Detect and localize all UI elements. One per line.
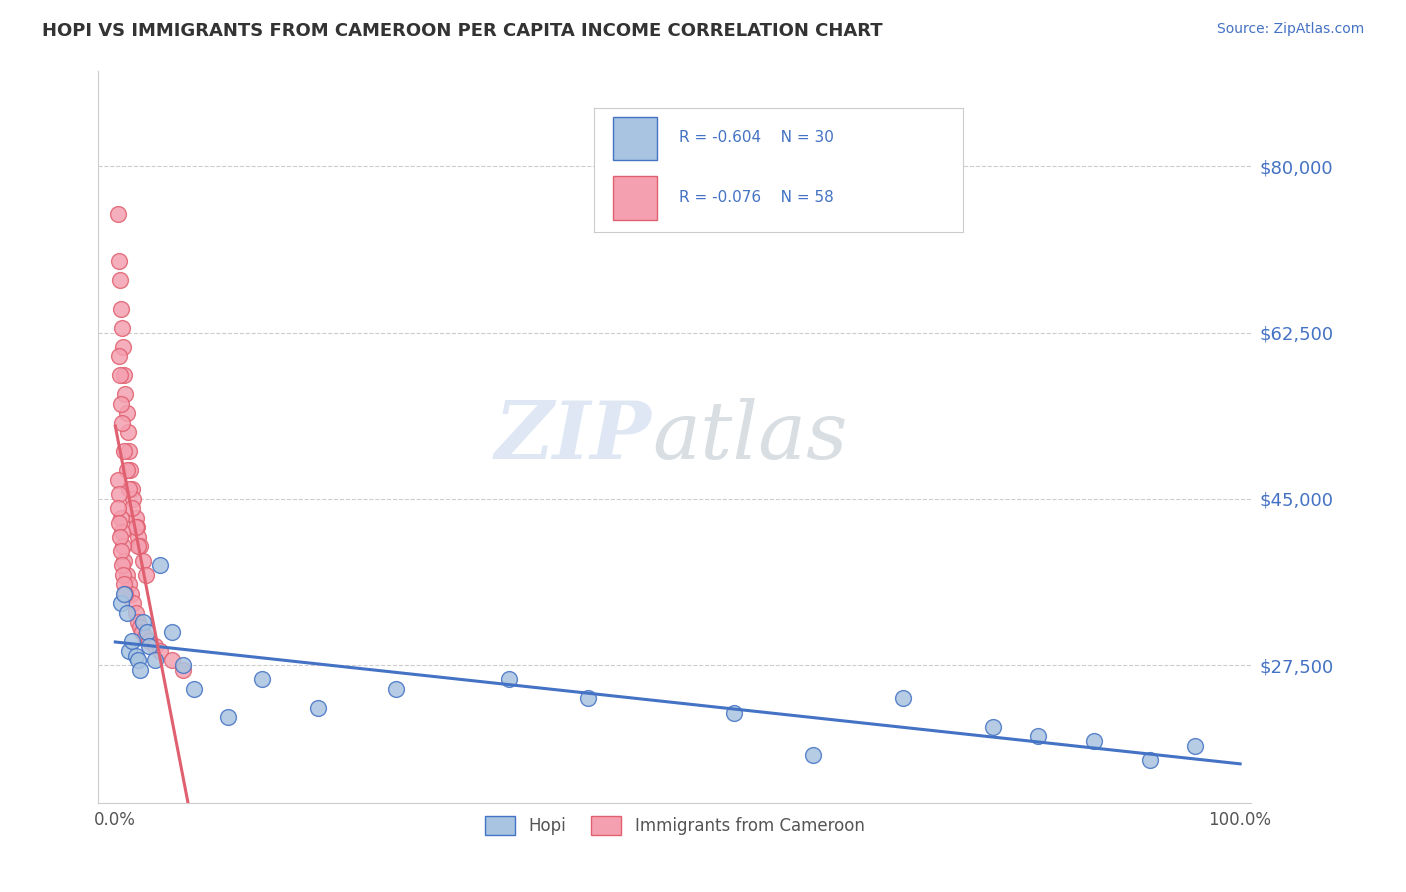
Point <box>112 577 135 591</box>
Point <box>112 539 135 553</box>
Point <box>576 691 599 706</box>
Point <box>118 483 141 497</box>
Point <box>120 587 142 601</box>
Point <box>160 624 183 639</box>
Text: Source: ZipAtlas.com: Source: ZipAtlas.com <box>1216 22 1364 37</box>
Point <box>111 321 134 335</box>
Point <box>127 615 149 630</box>
Point <box>134 630 156 644</box>
Point <box>129 663 152 677</box>
Point <box>172 658 194 673</box>
Point <box>112 587 135 601</box>
Point <box>124 606 146 620</box>
Point <box>121 483 143 497</box>
Point <box>118 444 141 458</box>
Point <box>112 553 135 567</box>
Point <box>143 653 166 667</box>
Point <box>108 530 131 544</box>
Point <box>124 511 146 525</box>
Point <box>217 710 239 724</box>
Point <box>110 301 132 316</box>
Point <box>115 567 138 582</box>
Point <box>160 653 183 667</box>
Point <box>121 501 143 516</box>
Point <box>131 624 153 639</box>
Point <box>112 368 135 383</box>
Point <box>125 520 148 534</box>
Point <box>138 639 160 653</box>
Point <box>107 207 129 221</box>
Point <box>801 748 824 763</box>
Point <box>112 340 135 354</box>
Point <box>107 349 129 363</box>
Point <box>111 524 134 539</box>
Point <box>110 596 132 610</box>
Point <box>115 463 138 477</box>
Point <box>127 539 149 553</box>
Point <box>127 653 149 667</box>
Point <box>118 463 141 477</box>
Point <box>172 663 194 677</box>
Legend: Hopi, Immigrants from Cameroon: Hopi, Immigrants from Cameroon <box>478 809 872 842</box>
Point <box>117 425 139 440</box>
Point <box>981 720 1004 734</box>
Point <box>129 539 152 553</box>
Point <box>1083 734 1105 748</box>
Point <box>107 487 129 501</box>
Point <box>129 620 152 634</box>
Point <box>118 644 141 658</box>
Point <box>149 644 172 658</box>
Point <box>121 634 143 648</box>
Point <box>307 701 329 715</box>
Point <box>110 397 132 411</box>
Point <box>114 387 136 401</box>
Point <box>124 520 146 534</box>
Point <box>112 444 135 458</box>
Point <box>135 624 157 639</box>
Point <box>1184 739 1206 753</box>
Point <box>108 368 131 383</box>
Point <box>110 511 132 525</box>
Point <box>132 553 155 567</box>
Point <box>115 606 138 620</box>
Point <box>107 254 129 268</box>
Point <box>498 673 520 687</box>
Point <box>183 681 205 696</box>
Point <box>111 416 134 430</box>
Point <box>122 596 145 610</box>
Point <box>107 473 129 487</box>
Point <box>138 634 160 648</box>
Text: ZIP: ZIP <box>495 399 652 475</box>
Point <box>149 558 172 573</box>
Point <box>1026 729 1049 743</box>
Point <box>118 577 141 591</box>
Point <box>122 491 145 506</box>
Point <box>127 530 149 544</box>
Point <box>107 516 129 530</box>
Point <box>385 681 408 696</box>
Point <box>1139 753 1161 767</box>
Point <box>115 406 138 420</box>
Point <box>111 558 134 573</box>
Point <box>124 648 146 663</box>
Point <box>135 567 157 582</box>
Point <box>143 639 166 653</box>
Point <box>891 691 914 706</box>
Point <box>110 544 132 558</box>
Text: HOPI VS IMMIGRANTS FROM CAMEROON PER CAPITA INCOME CORRELATION CHART: HOPI VS IMMIGRANTS FROM CAMEROON PER CAP… <box>42 22 883 40</box>
Point <box>132 615 155 630</box>
Text: atlas: atlas <box>652 399 848 475</box>
Point <box>250 673 273 687</box>
Point <box>114 587 136 601</box>
Point <box>723 706 745 720</box>
Point <box>107 501 129 516</box>
Point <box>108 273 131 287</box>
Point <box>112 567 135 582</box>
